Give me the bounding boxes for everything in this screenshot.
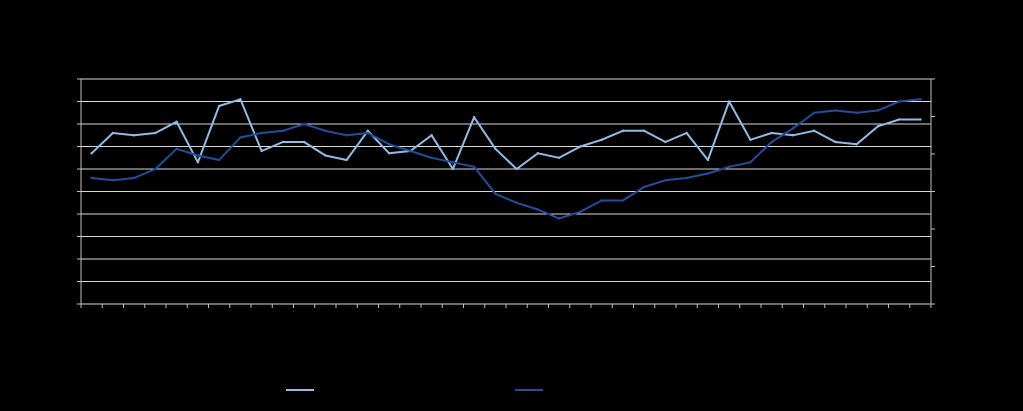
data-point [664, 140, 667, 144]
legend-item-series-2 [515, 380, 549, 400]
data-point [239, 98, 242, 101]
data-point [834, 109, 837, 112]
data-point [600, 199, 603, 202]
data-point [132, 134, 136, 137]
data-point [366, 131, 370, 135]
data-point [876, 109, 880, 112]
data-point [536, 208, 540, 211]
data-point [430, 156, 433, 159]
data-point [897, 118, 901, 121]
data-point [324, 154, 327, 157]
data-point [196, 161, 200, 164]
data-point [600, 138, 603, 141]
data-point [281, 140, 285, 144]
data-point [111, 179, 115, 182]
data-point [727, 165, 731, 168]
data-point [90, 176, 93, 180]
data-point [302, 140, 306, 144]
legend-swatch-series-2 [515, 389, 543, 391]
data-point [642, 129, 646, 132]
data-point [472, 116, 476, 119]
data-point [430, 134, 433, 137]
data-point [621, 199, 625, 202]
data-point [345, 158, 348, 162]
data-point [387, 152, 391, 155]
data-point [685, 131, 688, 135]
legend-swatch-series-1 [286, 389, 314, 391]
data-point [217, 104, 221, 108]
data-point [812, 129, 816, 132]
data-point [642, 185, 646, 189]
data-point [727, 100, 731, 103]
series-layer [90, 98, 922, 220]
data-point [154, 167, 157, 171]
grid-lines [81, 78, 931, 305]
data-point [706, 158, 710, 162]
data-point [451, 167, 455, 171]
data-point [557, 217, 561, 220]
data-point [494, 147, 497, 150]
data-point [919, 118, 922, 121]
data-point [472, 165, 476, 168]
data-point [132, 176, 136, 180]
data-point [217, 158, 221, 162]
data-point [515, 167, 518, 171]
data-point [536, 152, 540, 155]
data-point [366, 129, 370, 132]
data-point [260, 149, 263, 153]
data-point [494, 192, 497, 195]
data-point [154, 131, 157, 135]
data-point [749, 161, 752, 164]
data-point [876, 125, 880, 128]
data-point [90, 152, 93, 155]
data-point [770, 140, 773, 144]
data-point [579, 210, 582, 213]
data-point [706, 172, 710, 175]
data-point [175, 120, 178, 123]
series-line-2 [90, 98, 922, 220]
data-point [175, 147, 178, 150]
data-point [345, 134, 348, 137]
legend-item-series-1 [286, 380, 320, 400]
data-point [919, 98, 922, 101]
data-point [557, 156, 561, 159]
data-point [302, 122, 306, 126]
data-point [239, 136, 242, 139]
data-point [409, 149, 412, 153]
data-point [111, 131, 115, 135]
data-point [196, 154, 200, 157]
data-point [515, 201, 518, 204]
data-point [685, 176, 688, 180]
data-point [855, 111, 858, 114]
data-point [897, 100, 901, 103]
data-point [855, 143, 858, 146]
data-point [791, 127, 795, 130]
data-point [621, 129, 625, 132]
series-2 [90, 98, 922, 220]
data-point [664, 179, 667, 182]
data-point [324, 129, 327, 132]
data-point [579, 145, 582, 148]
data-point [770, 131, 773, 135]
data-point [812, 111, 816, 114]
axis-ticks [77, 78, 935, 308]
data-point [749, 138, 752, 141]
data-point [281, 129, 285, 132]
data-point [387, 143, 391, 146]
data-point [791, 134, 795, 137]
data-point [260, 131, 263, 135]
data-point [451, 161, 455, 164]
data-point [834, 140, 837, 144]
